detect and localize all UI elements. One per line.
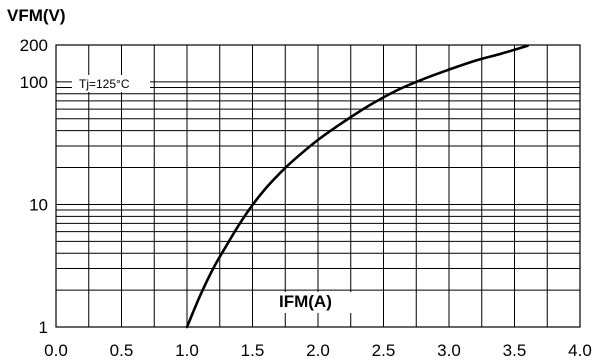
x-tick-label: 3.0: [437, 341, 461, 360]
y-tick-label: 1: [39, 318, 48, 337]
x-tick-label: 2.0: [306, 341, 330, 360]
y-tick-label: 100: [20, 73, 48, 92]
x-tick-label: 4.0: [568, 341, 592, 360]
x-tick-label: 2.5: [372, 341, 396, 360]
plot-frame: [55, 44, 581, 328]
x-axis-title-background: [274, 292, 354, 313]
x-axis-title: IFM(A): [279, 292, 332, 311]
x-tick-label: 3.5: [503, 341, 527, 360]
x-tick-label: 0.5: [110, 341, 134, 360]
vfm-ifm-curve: [185, 44, 529, 329]
y-axis-title: VFM(V): [7, 6, 66, 25]
x-tick-label: 1.0: [175, 341, 199, 360]
x-tick-label: 1.5: [241, 341, 265, 360]
y-tick-label: 200: [20, 36, 48, 55]
annotation-background: [72, 75, 150, 92]
x-tick-label: 0.0: [44, 341, 68, 360]
grid: [56, 45, 580, 327]
y-tick-label: 10: [29, 195, 48, 214]
annotation-tj: Tj=125°C: [79, 77, 130, 91]
